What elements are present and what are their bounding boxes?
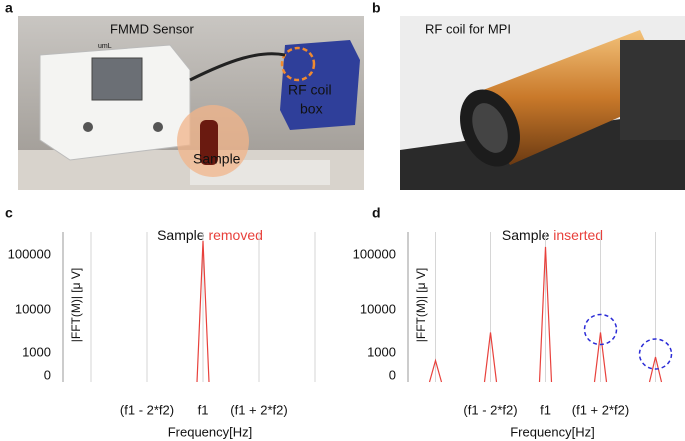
y-axis-label: |FFT(M)| [μ V] [414, 268, 428, 342]
title-highlight: removed [208, 227, 262, 243]
highlight-circle [638, 338, 673, 370]
panel-label: b [372, 0, 381, 16]
photo-text: box [300, 101, 323, 117]
peak [593, 332, 608, 383]
panel-label: d [372, 205, 381, 221]
peak [428, 358, 443, 383]
x-axis-label: Frequency[Hz] [168, 424, 253, 439]
photo-text: RF coil [288, 82, 332, 98]
x-tick-label: (f1 - 2*f2) [463, 402, 517, 417]
y-tick-label: 100000 [353, 246, 396, 261]
x-tick-label: (f1 + 2*f2) [230, 402, 287, 417]
y-tick-label: 1000 [367, 344, 396, 359]
x-tick-label: (f1 - 2*f2) [120, 402, 174, 417]
y-tick-label: 0 [389, 367, 396, 382]
peak [196, 240, 210, 383]
y-tick-label: 0 [44, 367, 51, 382]
y-tick-label: 100000 [8, 246, 51, 261]
photo-text: FMMD Sensor [110, 21, 194, 36]
highlight-circle [583, 313, 618, 346]
chart-title: Sample removed [157, 227, 263, 243]
peak [648, 356, 663, 383]
photo-b [400, 16, 685, 190]
peak [483, 332, 498, 383]
x-axis-label: Frequency[Hz] [510, 424, 595, 439]
y-axis-label: |FFT(M)| [μ V] [69, 268, 83, 342]
x-tick-label: f1 [540, 402, 551, 417]
photo-text: RF coil for MPI [425, 21, 511, 36]
title-text: Sample [502, 227, 550, 243]
photo-text: Sample [193, 151, 241, 167]
title-highlight: inserted [553, 227, 603, 243]
title-text: Sample [157, 227, 205, 243]
x-tick-label: (f1 + 2*f2) [572, 402, 629, 417]
y-tick-label: 10000 [360, 301, 396, 316]
peak [538, 246, 553, 383]
panel-label: c [5, 205, 13, 221]
x-tick-label: f1 [198, 402, 209, 417]
y-tick-label: 10000 [15, 301, 51, 316]
photo-a [18, 16, 364, 190]
photo-text: umL [98, 43, 112, 50]
y-tick-label: 1000 [22, 344, 51, 359]
panel-label: a [5, 0, 13, 16]
chart-title: Sample inserted [502, 227, 603, 243]
